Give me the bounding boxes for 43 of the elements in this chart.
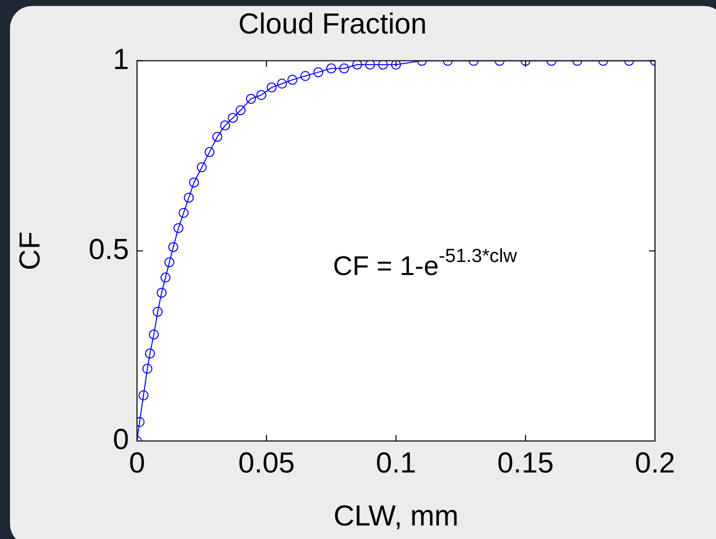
- point: [164, 257, 174, 268]
- x-axis-title: CLW, mm: [333, 500, 459, 533]
- annotation: CF = 1-e$^{-51.3*clw}$: [333, 246, 517, 282]
- x-tick-label: 0.05: [238, 447, 295, 480]
- point: [266, 82, 277, 92]
- point: [196, 162, 207, 172]
- point: [391, 60, 401, 70]
- point: [256, 90, 266, 100]
- point: [228, 112, 238, 123]
- point: [204, 147, 215, 158]
- point: [178, 208, 189, 218]
- point: [168, 242, 178, 252]
- chart-title: Cloud Fraction: [238, 8, 427, 40]
- point: [287, 74, 298, 85]
- point: [365, 60, 376, 70]
- point: [212, 132, 222, 142]
- x-tick-label: 0.15: [497, 447, 554, 480]
- y-tick-label: 1: [112, 44, 129, 76]
- point: [339, 63, 350, 74]
- point: [220, 120, 230, 130]
- point: [300, 71, 310, 82]
- y-tick-label: 0.5: [88, 234, 129, 266]
- point: [326, 63, 336, 74]
- point: [152, 306, 163, 317]
- point: [188, 177, 199, 188]
- point: [378, 60, 388, 70]
- point: [352, 60, 362, 70]
- point: [173, 223, 184, 234]
- point: [313, 67, 324, 78]
- x-tick-label: 0.1: [376, 447, 416, 480]
- point: [142, 364, 152, 374]
- y-axis-title: CF: [14, 232, 46, 270]
- x-tick-label: 0.2: [634, 447, 676, 480]
- point: [160, 272, 170, 283]
- point: [138, 390, 148, 400]
- point: [277, 78, 288, 89]
- point: [246, 94, 256, 104]
- point: [148, 330, 159, 340]
- point: [184, 192, 194, 203]
- point: [156, 288, 167, 298]
- y-tick-label: 0: [112, 424, 129, 456]
- point: [236, 105, 246, 116]
- point: [144, 348, 155, 359]
